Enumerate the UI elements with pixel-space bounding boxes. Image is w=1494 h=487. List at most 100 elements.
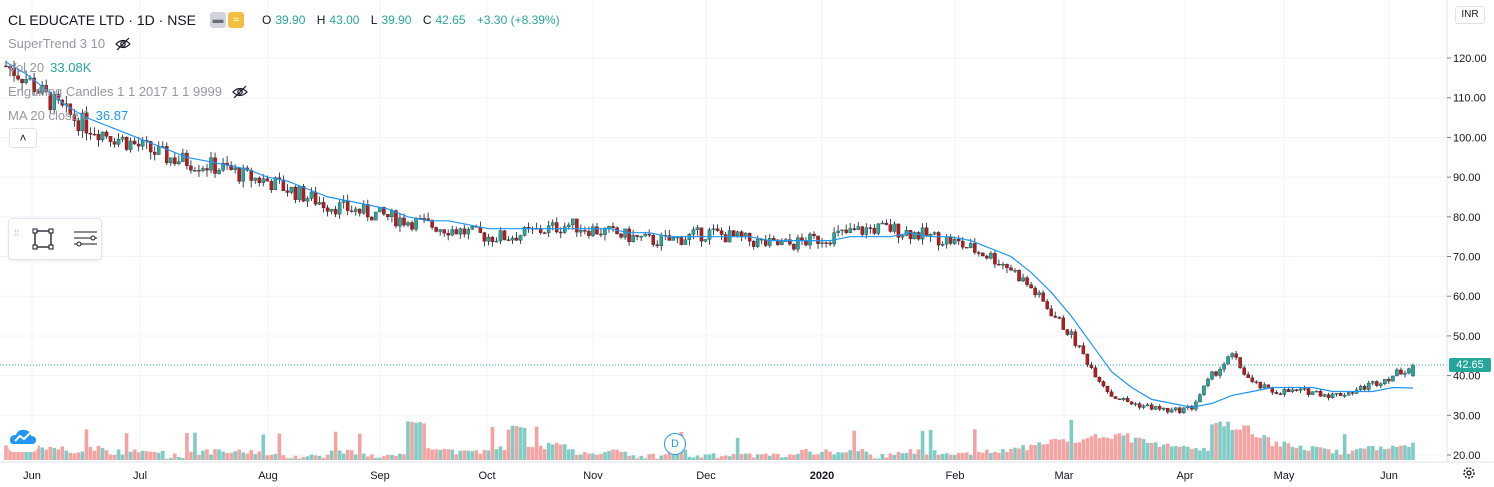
object-tree-icon[interactable]: [71, 227, 101, 251]
candle-up: [1145, 404, 1150, 406]
candle-down: [1077, 345, 1082, 347]
volume-bar: [474, 450, 479, 460]
candle-down: [88, 133, 93, 135]
volume-bar: [378, 457, 382, 460]
volume-bar: [1399, 445, 1403, 460]
volume-bar: [1085, 437, 1090, 460]
candle-up: [1182, 407, 1186, 413]
legend-toggle[interactable]: ▬ ≈: [210, 12, 244, 28]
volume-bar: [868, 454, 873, 460]
volume-bar: [28, 445, 32, 460]
candle-down: [124, 136, 129, 150]
candle-down: [872, 227, 877, 234]
volume-bar: [486, 450, 491, 460]
volume-bar: [550, 444, 555, 460]
minus-icon[interactable]: ▬: [210, 12, 226, 28]
candle-down: [1017, 270, 1021, 282]
volume-bar: [1375, 450, 1379, 460]
volume-bar: [936, 454, 941, 460]
volume-bar: [663, 454, 668, 460]
candle-up: [297, 186, 302, 200]
rectangle-tool-icon[interactable]: [31, 227, 55, 251]
drag-handle-icon[interactable]: ⁞⁞: [14, 228, 20, 238]
candle-up: [969, 243, 973, 248]
candle-up: [591, 226, 595, 236]
candle-up: [1133, 403, 1138, 405]
candle-down: [1294, 389, 1299, 391]
wave-icon[interactable]: ≈: [228, 12, 244, 28]
volume-bar: [932, 450, 937, 460]
time-tick-label: Oct: [478, 470, 495, 482]
hidden-eye-icon[interactable]: [232, 85, 248, 99]
candle-down: [977, 252, 981, 254]
candle-down: [792, 244, 796, 250]
candle-down: [136, 143, 141, 147]
candle-up: [695, 227, 700, 230]
drawing-toolbar: ⁞⁞: [8, 218, 102, 260]
time-tick-label: Aug: [258, 470, 278, 482]
candle-down: [1085, 353, 1090, 365]
hidden-eye-icon[interactable]: [115, 37, 131, 51]
indicator-supertrend[interactable]: SuperTrend 3 10: [8, 32, 564, 56]
volume-bar: [587, 453, 591, 460]
volume-bar: [611, 449, 615, 460]
candle-up: [1282, 389, 1287, 395]
volume-bar: [257, 451, 262, 460]
currency-badge[interactable]: INR: [1455, 6, 1485, 24]
candle-down: [961, 240, 965, 248]
candle-down: [679, 236, 684, 245]
candle-down: [739, 231, 744, 237]
volume-bar: [337, 450, 342, 460]
candle-down: [1057, 317, 1061, 319]
time-axis: Jun Jul Aug Sep Oct Nov Dec 2020 Feb Mar Apr May Jun: [23, 470, 1398, 482]
price-tick-label: 80.00: [1453, 212, 1481, 224]
volume-bar: [229, 452, 233, 460]
volume-bar: [297, 458, 302, 460]
volume-bar: [840, 452, 844, 460]
dividend-marker[interactable]: D: [664, 433, 686, 455]
volume-bar: [860, 449, 865, 460]
candle-up: [24, 78, 28, 84]
volume-bar: [305, 456, 310, 460]
indicator-volume[interactable]: Vol 20 33.08K: [8, 56, 564, 80]
candle-up: [1206, 378, 1210, 386]
volume-bar: [1001, 449, 1005, 460]
volume-bar: [32, 450, 36, 460]
candle-down: [462, 228, 467, 235]
volume-bar: [1153, 442, 1158, 460]
candle-up: [832, 232, 836, 245]
volume-bar: [313, 455, 318, 460]
volume-bar: [1053, 438, 1058, 460]
candle-up: [1121, 398, 1126, 400]
candle-up: [329, 209, 334, 212]
indicator-engulfing[interactable]: Engulfing Candles 1 1 2017 1 1 9999: [8, 80, 564, 104]
candle-down: [1049, 308, 1053, 317]
volume-bar: [361, 453, 366, 460]
volume-bar: [627, 455, 631, 460]
candle-down: [382, 207, 386, 215]
candle-up: [1314, 390, 1319, 393]
candle-up: [1330, 393, 1335, 398]
volume-bar: [237, 449, 241, 460]
tradingview-cloud-icon[interactable]: [8, 424, 38, 452]
indicator-ma[interactable]: MA 20 close 0 36.87: [8, 104, 564, 128]
collapse-legend-button[interactable]: ˄: [9, 128, 37, 148]
time-tick-label: Dec: [696, 470, 716, 482]
volume-bar: [1306, 450, 1311, 460]
candle-up: [80, 112, 85, 132]
chevron-up-icon: ˄: [19, 131, 27, 145]
candle-down: [1117, 398, 1122, 400]
symbol-title[interactable]: CL EDUCATE LTD · 1D · NSE: [8, 12, 196, 28]
gear-icon[interactable]: [1461, 465, 1477, 481]
volume-bar: [989, 453, 993, 460]
candle-down: [197, 169, 201, 172]
volume-bar: [904, 452, 909, 460]
candle-up: [1069, 331, 1074, 335]
volume-bar: [1318, 447, 1323, 460]
volume-bar: [1214, 422, 1218, 460]
candle-down: [434, 227, 438, 232]
volume-bar: [462, 450, 467, 460]
candle-up: [181, 152, 185, 162]
candle-down: [997, 264, 1001, 266]
